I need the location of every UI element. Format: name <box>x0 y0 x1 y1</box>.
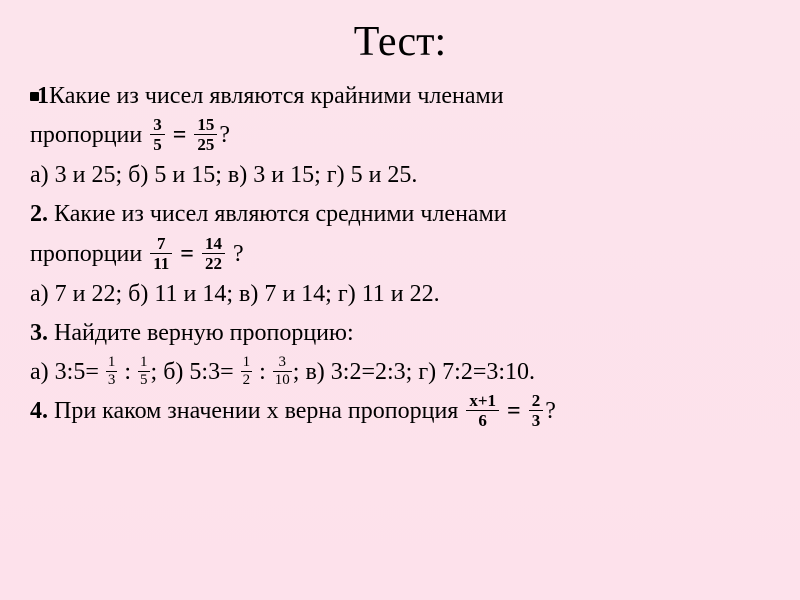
q2-frac-right-den: 22 <box>202 254 225 272</box>
q2-text-b: пропорции <box>30 241 142 267</box>
q2-a-label: а) <box>30 281 49 307</box>
q1-v-text: 3 и 15; <box>247 162 327 188</box>
q4-frac-left-den: 6 <box>466 411 499 429</box>
q3-a-pre: 3:5= <box>49 359 105 385</box>
q2-a-text: 7 и 22; <box>49 281 129 307</box>
q2-answers: а) 7 и 22; б) 11 и 14; в) 7 и 14; г) 11 … <box>30 276 770 313</box>
q2-v-label: в) <box>239 281 258 307</box>
q3-a-colon: : <box>118 359 137 385</box>
q3-v-label: в) <box>305 359 324 385</box>
q3-v-text: 3:2=2:3; <box>325 359 419 385</box>
q1-a-label: а) <box>30 162 49 188</box>
q2-v-text: 7 и 14; <box>258 281 338 307</box>
q4-text-a: При каком значении х верна пропорция <box>48 398 464 424</box>
q1-a-text: 3 и 25; <box>49 162 129 188</box>
question-2-line2: пропорции 7 11 = 14 22 ? <box>30 236 770 274</box>
q3-a-post: ; <box>151 359 164 385</box>
q3-b-post: ; <box>293 359 306 385</box>
q1-frac-left: 3 5 <box>150 116 165 153</box>
q1-g-label: г) <box>327 162 345 188</box>
q3-b-f2: 310 <box>273 355 292 388</box>
q4-frac-left-num: х+1 <box>466 392 499 411</box>
q1-g-text: 5 и 25. <box>345 162 418 188</box>
question-4: 4. При каком значении х верна пропорция … <box>30 393 770 431</box>
q1-b-label: б) <box>128 162 148 188</box>
q2-g-text: 11 и 22. <box>356 281 440 307</box>
q2-frac-left: 7 11 <box>150 235 172 272</box>
q2-frac-right-num: 14 <box>202 235 225 254</box>
q3-a-f2: 15 <box>138 355 150 388</box>
q4-number: 4. <box>30 398 48 424</box>
q1-qmark: ? <box>219 122 230 148</box>
q2-number: 2. <box>30 201 48 227</box>
q3-b-colon: : <box>253 359 272 385</box>
q3-b-f1: 12 <box>241 355 253 388</box>
q1-frac-right-den: 25 <box>194 135 217 153</box>
marker-icon <box>30 92 39 101</box>
q3-a-f2-den: 5 <box>138 372 150 388</box>
q3-b-f1-den: 2 <box>241 372 253 388</box>
q3-b-label: б) <box>163 359 183 385</box>
question-2: 2. Какие из чисел являются средними член… <box>30 196 770 233</box>
q1-frac-right: 15 25 <box>194 116 217 153</box>
question-1: 1Какие из чисел являются крайними членам… <box>30 78 770 115</box>
q2-b-text: 11 и 14; <box>148 281 239 307</box>
q3-g-label: г) <box>418 359 436 385</box>
test-title: Тест: <box>30 18 770 66</box>
q3-answers: а) 3:5= 13 : 15; б) 5:3= 12 : 310; в) 3:… <box>30 354 770 391</box>
question-3: 3. Найдите верную пропорцию: <box>30 315 770 352</box>
q2-frac-left-den: 11 <box>150 254 172 272</box>
q3-b-f1-num: 1 <box>241 355 253 372</box>
q4-qmark: ? <box>545 398 556 424</box>
q1-frac-left-num: 3 <box>150 116 165 135</box>
q3-a-f1: 13 <box>106 355 118 388</box>
q1-frac-left-den: 5 <box>150 135 165 153</box>
q4-frac-left: х+1 6 <box>466 392 499 429</box>
q4-frac-right-num: 2 <box>529 392 544 411</box>
q3-a-f2-num: 1 <box>138 355 150 372</box>
q2-frac-right: 14 22 <box>202 235 225 272</box>
q1-v-label: в) <box>228 162 247 188</box>
q2-g-label: г) <box>338 281 356 307</box>
q3-a-label: а) <box>30 359 49 385</box>
q1-text-b: пропорции <box>30 122 142 148</box>
equals-sign: = <box>180 241 200 267</box>
equals-sign: = <box>173 122 193 148</box>
q1-answers: а) 3 и 25; б) 5 и 15; в) 3 и 15; г) 5 и … <box>30 157 770 194</box>
q4-frac-right: 2 3 <box>529 392 544 429</box>
q1-frac-right-num: 15 <box>194 116 217 135</box>
equals-sign: = <box>507 398 527 424</box>
q2-text-a: Какие из чисел являются средними членами <box>48 201 507 227</box>
q3-b-f2-num: 3 <box>273 355 292 372</box>
question-1-line2: пропорции 3 5 = 15 25 ? <box>30 117 770 155</box>
q3-a-f1-num: 1 <box>106 355 118 372</box>
q1-text-a: Какие из чисел являются крайними членами <box>49 83 504 109</box>
q3-text-a: Найдите верную пропорцию: <box>48 320 354 346</box>
q1-b-text: 5 и 15; <box>148 162 228 188</box>
q3-g-text: 7:2=3:10. <box>436 359 535 385</box>
q3-a-f1-den: 3 <box>106 372 118 388</box>
q2-frac-left-num: 7 <box>150 235 172 254</box>
q2-qmark: ? <box>227 241 244 267</box>
q4-frac-right-den: 3 <box>529 411 544 429</box>
q3-b-f2-den: 10 <box>273 372 292 388</box>
q3-number: 3. <box>30 320 48 346</box>
q3-b-pre: 5:3= <box>183 359 239 385</box>
q2-b-label: б) <box>128 281 148 307</box>
